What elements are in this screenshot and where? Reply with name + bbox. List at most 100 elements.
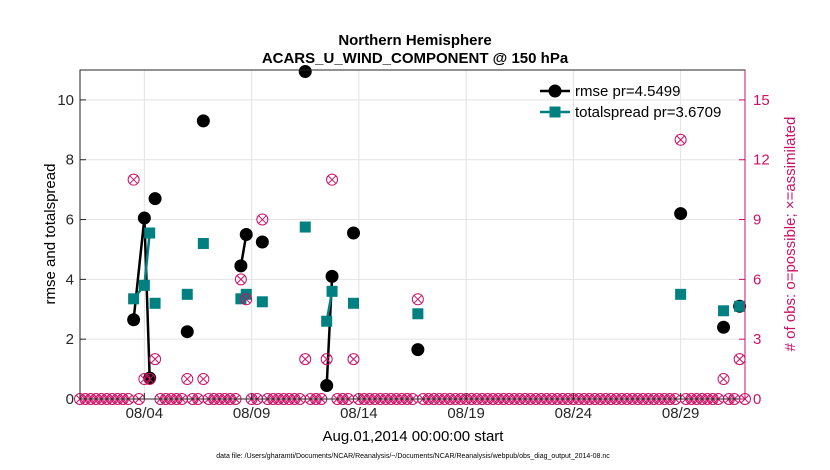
rmse-point [196,114,210,128]
obs-count-marker-count [127,173,140,186]
x-tick-label: 08/04 [126,405,164,422]
obs-possible-marker [181,373,194,386]
obs-count-marker-count [326,173,339,186]
obs-assimilated-marker [182,374,192,384]
rmse-point [127,313,141,327]
x-tick-label: 08/19 [447,405,485,422]
totalspread-point [128,293,140,305]
left-tick-label: 0 [66,391,74,408]
x-tick-label: 08/29 [662,405,700,422]
obs-count-marker-count [320,353,333,366]
totalspread-point [138,279,150,291]
rmse-point [325,269,339,283]
rmse-point [411,343,425,357]
obs-count-marker-count [181,373,194,386]
obs-possible-marker [717,373,730,386]
obs-assimilated-marker [198,374,208,384]
rmse-point [298,64,312,78]
x-tick-label: 08/14 [340,405,378,422]
obs-assimilated-marker [735,354,745,364]
rmse-point [148,192,162,206]
totalspread-point [181,288,193,300]
obs-assimilated-marker [719,374,729,384]
obs-possible-marker [674,133,687,146]
left-tick-label: 10 [57,92,74,109]
left-tick-label: 6 [66,212,74,229]
obs-possible-marker [320,353,333,366]
plot-area [80,70,745,399]
rmse-point [137,211,151,225]
rmse-point [239,228,253,241]
legend-totalspread-marker [549,106,561,118]
rmse-point [180,325,194,339]
obs-assimilated-marker [300,354,310,364]
right-tick-label: 0 [753,391,761,408]
legend-rmse-marker [548,84,562,98]
right-tick-label: 15 [753,92,770,109]
right-tick-label: 12 [753,152,770,169]
obs-possible-marker [234,273,247,286]
totalspread-point [256,296,268,308]
left-axis-ticks: 0 2 4 6 8 10 [57,92,86,408]
obs-assimilated-marker [327,175,337,185]
obs-possible-marker [411,293,424,306]
obs-possible-marker [127,173,140,186]
obs-possible-marker [197,373,210,386]
obs-assimilated-marker [322,354,332,364]
legend: rmse pr=4.5499 totalspread pr=3.6709 [540,83,721,121]
left-tick-label: 8 [66,152,74,169]
obs-possible-marker [240,293,253,306]
chart-title: Northern Hemisphere ACARS_U_WIND_COMPONE… [262,32,569,67]
obs-count-marker-count [717,373,730,386]
obs-possible-marker [256,213,269,226]
obs-count-marker-count [347,353,360,366]
totalspread-point [718,305,730,317]
totalspread-point [240,288,252,300]
right-tick-label: 9 [753,212,761,229]
y-axis-label-left: rmse and totalspread [42,164,59,305]
obs-assimilated-marker [413,294,423,304]
x-tick-label: 08/09 [233,405,271,422]
obs-possible-marker [326,173,339,186]
legend-totalspread-label: totalspread pr=3.6709 [575,104,721,121]
rmse-point [320,379,334,393]
obs-assimilated-marker [236,274,246,284]
obs-count-marker-count [234,273,247,286]
totalspread-point [144,227,156,239]
totalspread-point [734,300,746,312]
obs-assimilated-marker [241,294,251,304]
obs-count-marker-count [143,373,156,386]
obs-count-marker-count [674,133,687,146]
x-axis-ticks: 08/04 08/09 08/14 08/19 08/24 08/29 [126,393,700,422]
right-axis-ticks: 0 3 6 9 12 15 [739,70,770,408]
rmse-point [347,226,361,240]
x-tick-label: 08/24 [555,405,593,422]
y-axis-label-right: # of obs: o=possible; ×=assimilated [782,117,799,352]
totalspread-point [326,285,338,297]
obs-count-marker-count [197,373,210,386]
obs-possible-marker [299,353,312,366]
obs-count-marker-count [240,293,253,306]
obs-possible-marker [143,373,156,386]
chart-title-line-2: ACARS_U_WIND_COMPONENT @ 150 hPa [262,50,569,67]
rmse-point [234,259,248,273]
totalspread-point [299,221,311,233]
rmse-point [255,235,269,249]
obs-count-marker-count [299,353,312,366]
totalspread-point [149,297,161,309]
obs-assimilated-marker [145,374,155,384]
left-tick-label: 4 [66,271,74,288]
totalspread-point [675,288,687,300]
obs-count-marker-count [256,213,269,226]
chart-title-line-1: Northern Hemisphere [338,32,491,49]
obs-assimilated-marker [257,215,267,225]
data-file-footnote: data file: /Users/gharamti/Documents/NCA… [216,453,610,460]
obs-count-marker-count [411,293,424,306]
totalspread-point [321,315,333,327]
obs-assimilated-marker [349,354,358,364]
obs-assimilated-marker [129,175,139,185]
legend-rmse-label: rmse pr=4.5499 [575,83,680,100]
totalspread-point [348,297,360,309]
rmse-point [674,207,688,221]
